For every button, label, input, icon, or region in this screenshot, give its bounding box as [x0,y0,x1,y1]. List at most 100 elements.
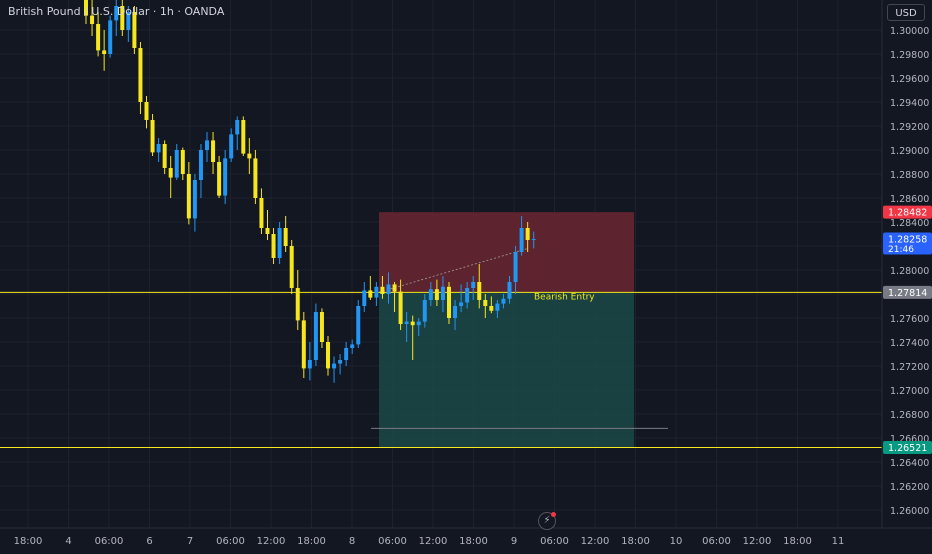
candle-body [205,140,209,150]
candle-body [440,286,445,300]
symbol-title: British Pound / U.S. Dollar · 1h · OANDA [8,5,225,18]
candle [422,294,427,328]
price-axis-background [882,0,932,550]
candle [217,156,222,198]
candle-body [428,289,433,300]
candle [489,296,494,314]
price-tick-label: 1.29000 [890,146,929,157]
candle [501,294,506,309]
candle-body [180,150,185,174]
candle-body [338,360,343,364]
candle-body [295,288,300,321]
current-price-tag: 1.28258 [888,235,927,246]
candle-body [229,134,234,159]
price-tick-label: 1.27200 [890,362,929,373]
candle [174,144,179,180]
candle [350,339,355,354]
candle-body [459,302,464,306]
price-tick-label: 1.27600 [890,314,929,325]
candle [428,282,433,306]
candle-body [126,12,131,30]
candle-body [241,120,246,154]
candle [410,315,415,360]
candle [471,276,476,300]
time-tick-label: 06:00 [702,536,731,547]
price-tick-label: 1.27400 [890,338,929,349]
candle-body [326,342,330,369]
price-tick-label: 1.29200 [890,122,929,133]
candle [211,132,216,174]
candle-body [332,363,337,369]
candle [192,174,197,232]
time-tick-label: 4 [65,536,71,547]
price-tick-label: 1.28800 [890,170,929,181]
candle [477,264,482,309]
price-tick-label: 1.26400 [890,458,929,469]
candle-body [156,144,161,153]
candle-body [138,48,143,102]
time-tick-label: 06:00 [216,536,245,547]
candle [344,342,349,366]
candle-body [531,239,536,241]
candle-body [398,291,403,324]
currency-button[interactable]: USD [887,4,925,21]
candle-body [483,300,488,306]
candle [362,282,367,312]
candle [96,12,101,57]
candle [495,300,500,318]
entry-price-tag-bg [883,285,932,299]
price-tick-label: 1.29400 [890,98,929,109]
candle-body [271,234,276,258]
candle-body [368,290,373,298]
price-tick-label: 1.29600 [890,74,929,85]
candle-body [422,300,427,322]
candle [440,276,445,312]
candle [198,144,203,198]
candle [295,270,300,330]
candle-body [471,282,476,288]
time-tick-label: 12:00 [419,536,448,547]
candle [144,96,149,129]
candle [319,308,324,348]
candle-body [84,0,88,16]
candle-body [253,158,258,198]
candle [271,228,276,264]
stop-loss-zone [379,212,634,293]
candle [380,276,385,299]
candle [332,356,337,383]
candle-body [525,228,530,240]
candle [301,312,306,378]
entry-price-tag: 1.27814 [888,288,927,299]
candle-body [108,20,113,54]
candle-body [192,180,197,219]
candle [313,303,318,366]
candle-body [150,120,155,153]
candle [84,0,88,24]
candle [102,30,107,71]
time-tick-label: 18:00 [621,536,650,547]
candle [513,246,518,294]
price-tick-label: 1.30000 [890,26,929,37]
candle [356,300,361,348]
time-tick-label: 12:00 [257,536,286,547]
candle-body [289,246,294,288]
candle-body [114,6,119,21]
candle-body [102,50,107,54]
candle [483,294,488,318]
candle [150,114,155,156]
candle [326,336,330,376]
candle-body [410,321,415,326]
candle-body [392,284,397,292]
candle [265,210,270,240]
candle-body [447,286,451,318]
candle [434,279,439,306]
candle-body [416,321,421,326]
candle-body [144,102,149,120]
candle [277,222,282,264]
candle [120,0,125,36]
price-tick-label: 1.29800 [890,50,929,61]
candle-body [186,174,191,219]
